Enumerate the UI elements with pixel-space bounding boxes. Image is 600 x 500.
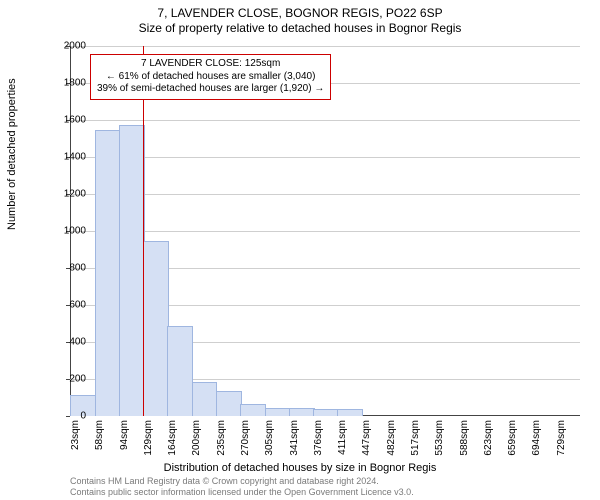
y-tick-label: 800 (46, 263, 86, 274)
x-tick-label: 270sqm (240, 420, 251, 460)
x-tick-label: 235sqm (216, 420, 227, 460)
x-tick-label: 517sqm (410, 420, 421, 460)
annotation-box: 7 LAVENDER CLOSE: 125sqm← 61% of detache… (90, 54, 331, 100)
marker-line (143, 46, 144, 416)
y-tick-label: 2000 (46, 41, 86, 52)
x-tick-label: 129sqm (143, 420, 154, 460)
x-tick-label: 553sqm (434, 420, 445, 460)
title-sub: Size of property relative to detached ho… (0, 21, 600, 36)
gridline (70, 157, 580, 158)
histogram-bar (95, 130, 121, 416)
histogram-bar (143, 241, 169, 416)
y-tick-label: 400 (46, 337, 86, 348)
x-tick-label: 694sqm (531, 420, 542, 460)
y-tick-label: 200 (46, 374, 86, 385)
y-tick-label: 1000 (46, 226, 86, 237)
y-tick-label: 1600 (46, 115, 86, 126)
histogram-bar (337, 409, 363, 416)
y-tick-label: 1800 (46, 78, 86, 89)
y-tick-label: 1400 (46, 152, 86, 163)
histogram-bar (265, 408, 291, 416)
footer-line-2: Contains public sector information licen… (70, 487, 414, 498)
x-axis-label: Distribution of detached houses by size … (0, 462, 600, 474)
gridline (70, 120, 580, 121)
y-tick-label: 1200 (46, 189, 86, 200)
x-tick-label: 729sqm (556, 420, 567, 460)
x-tick-label: 58sqm (94, 420, 105, 460)
x-tick-label: 588sqm (459, 420, 470, 460)
x-tick-label: 200sqm (191, 420, 202, 460)
histogram-bar (240, 404, 266, 416)
histogram-bar (167, 326, 193, 416)
x-tick-label: 482sqm (386, 420, 397, 460)
gridline (70, 231, 580, 232)
gridline (70, 46, 580, 47)
gridline (70, 194, 580, 195)
title-block: 7, LAVENDER CLOSE, BOGNOR REGIS, PO22 6S… (0, 0, 600, 36)
footer-line-1: Contains HM Land Registry data © Crown c… (70, 476, 414, 487)
title-main: 7, LAVENDER CLOSE, BOGNOR REGIS, PO22 6S… (0, 6, 600, 21)
x-tick-label: 341sqm (289, 420, 300, 460)
annotation-line: ← 61% of detached houses are smaller (3,… (97, 71, 324, 84)
histogram-bar (192, 382, 218, 416)
annotation-line: 39% of semi-detached houses are larger (… (97, 83, 324, 96)
x-tick-label: 623sqm (483, 420, 494, 460)
plot-area (70, 46, 580, 416)
x-tick-label: 23sqm (70, 420, 81, 460)
histogram-bar (313, 409, 339, 416)
x-tick-label: 447sqm (361, 420, 372, 460)
histogram-bar (216, 391, 242, 416)
annotation-line: 7 LAVENDER CLOSE: 125sqm (97, 58, 324, 71)
x-tick-label: 94sqm (119, 420, 130, 460)
x-tick-label: 411sqm (337, 420, 348, 460)
y-tick-label: 600 (46, 300, 86, 311)
x-tick-label: 305sqm (264, 420, 275, 460)
histogram-bar (289, 408, 315, 416)
x-tick-label: 659sqm (507, 420, 518, 460)
x-tick-label: 376sqm (313, 420, 324, 460)
footer-attribution: Contains HM Land Registry data © Crown c… (70, 476, 414, 498)
histogram-bar (119, 125, 145, 416)
y-axis-label: Number of detached properties (6, 78, 18, 230)
chart-container: 7, LAVENDER CLOSE, BOGNOR REGIS, PO22 6S… (0, 0, 600, 500)
x-tick-label: 164sqm (167, 420, 178, 460)
